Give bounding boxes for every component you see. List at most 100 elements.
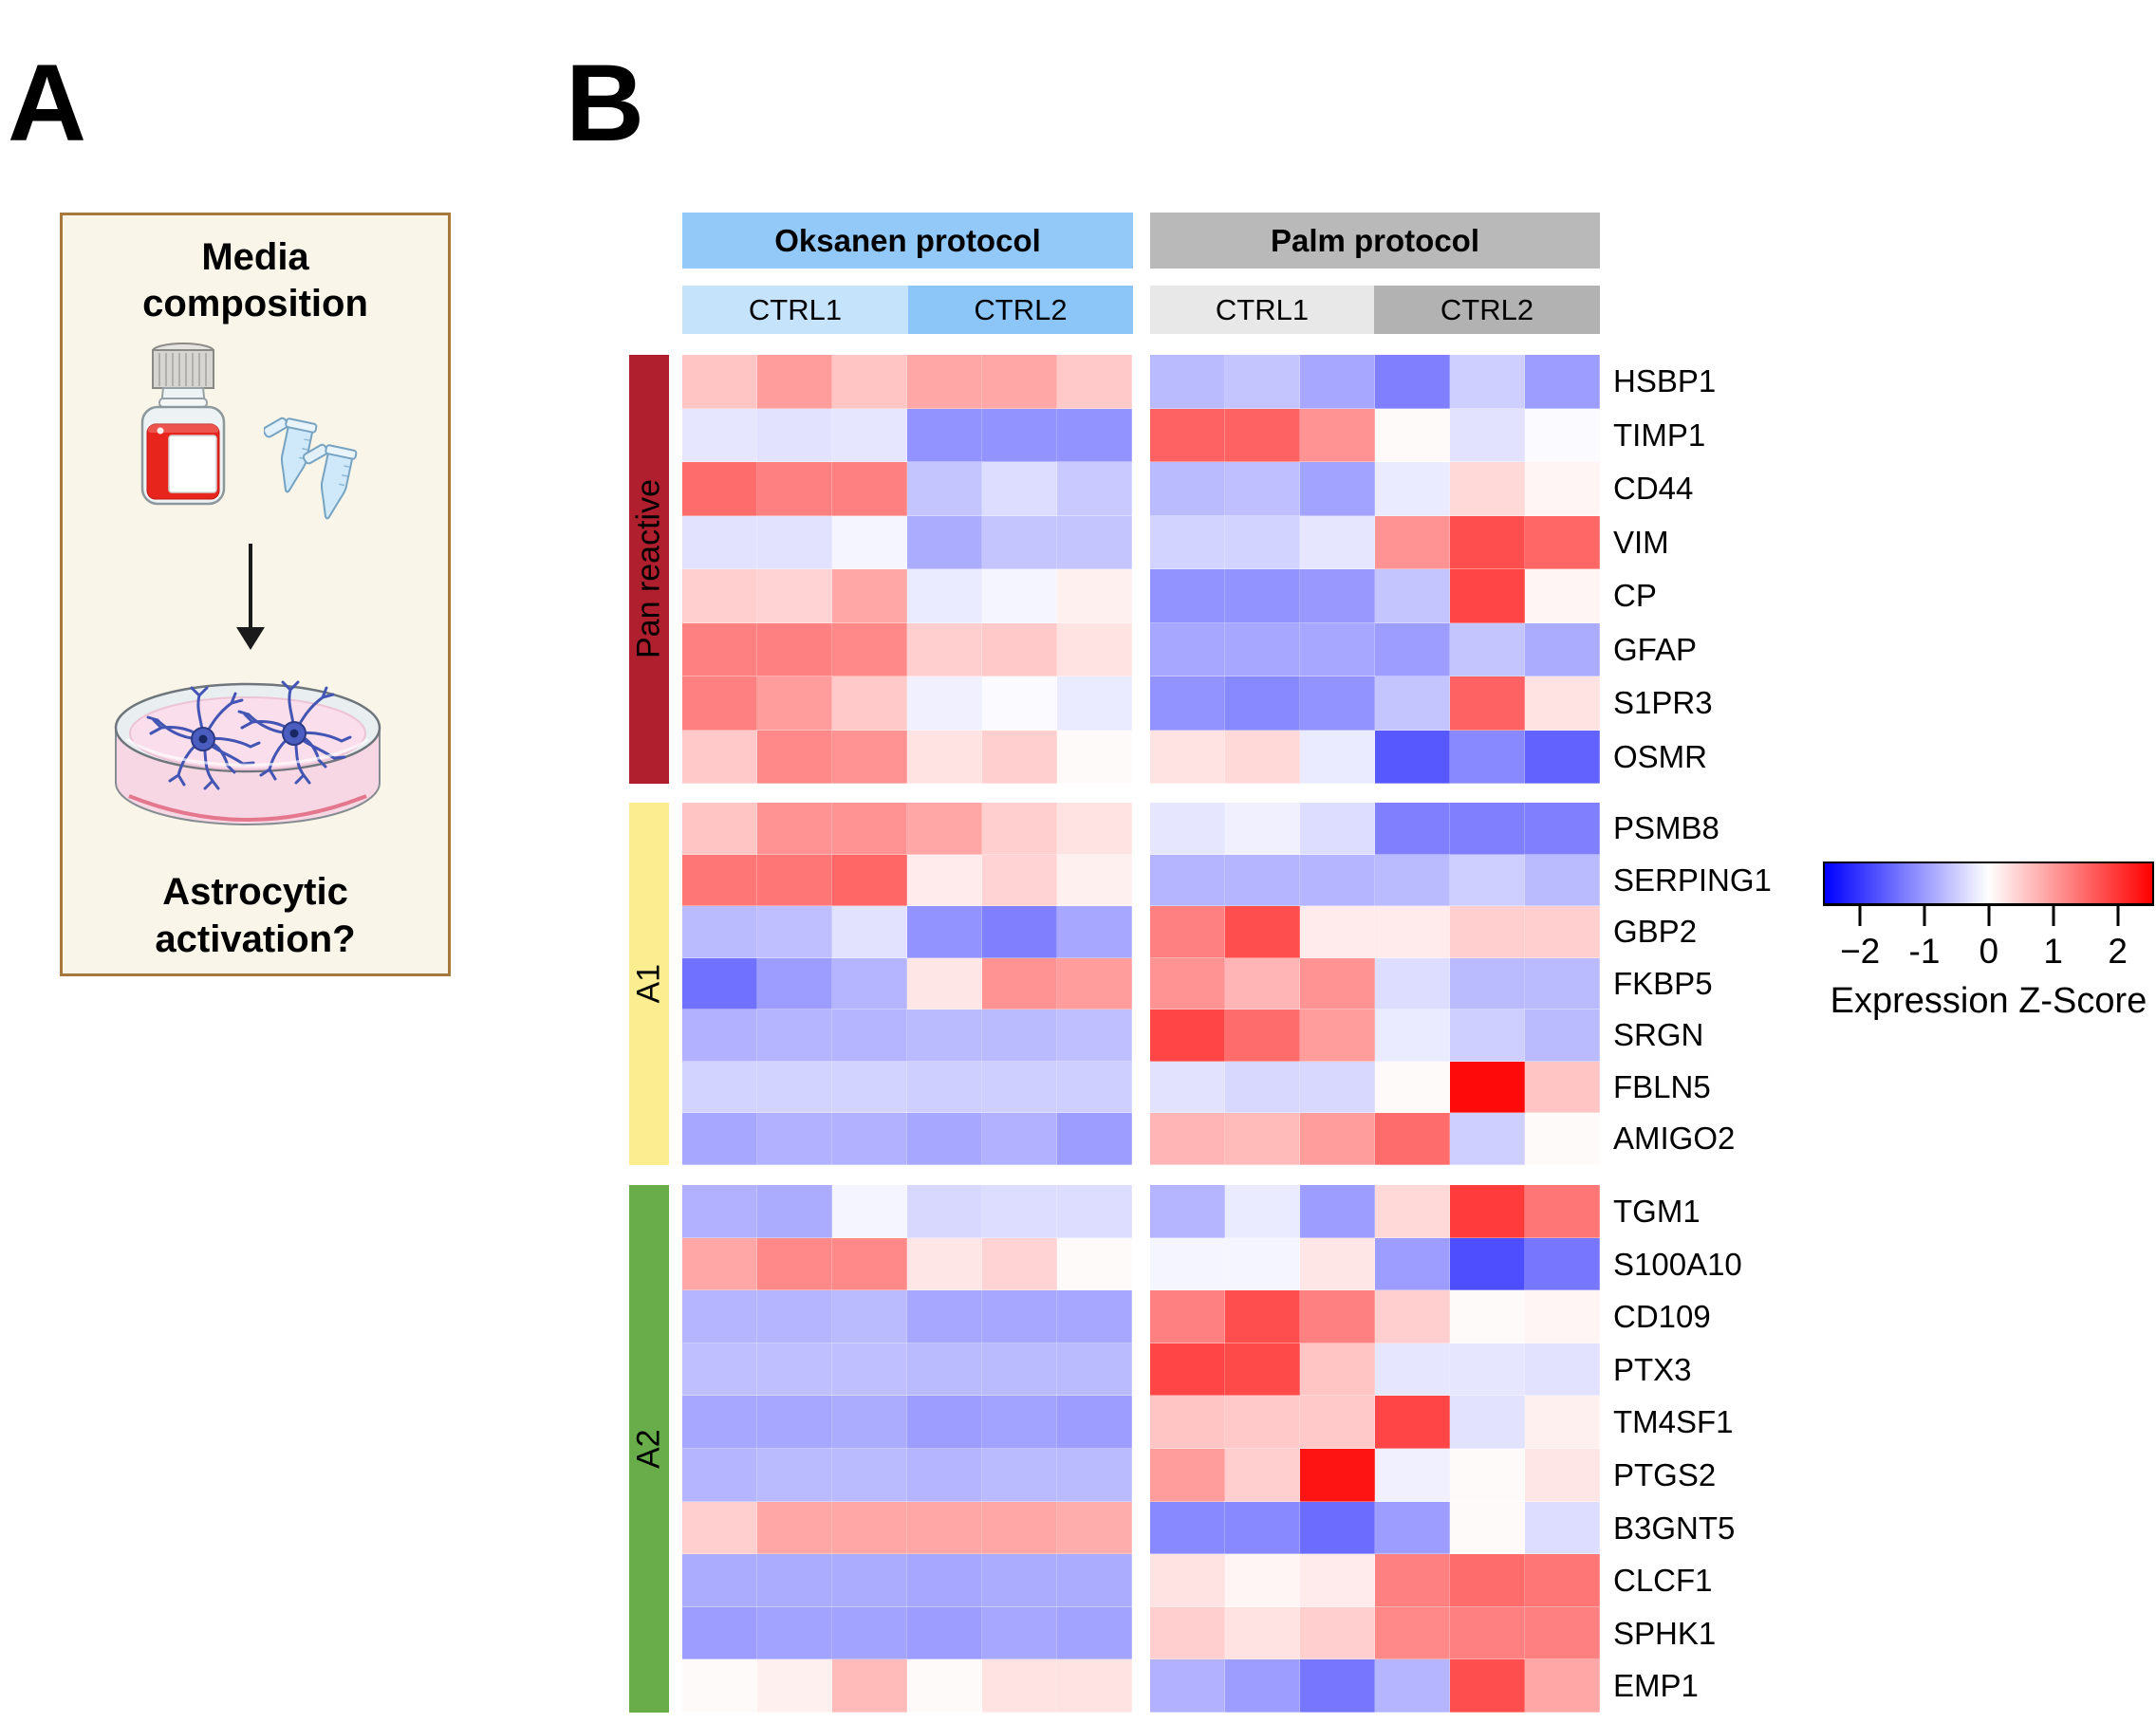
heatmap-cell [1225,957,1300,1010]
heatmap-cell [757,803,832,855]
heatmap-cell [682,1606,757,1660]
panel-a-label: A [8,43,87,164]
gene-label: OSMR [1613,738,1707,774]
heatmap-cell [1375,676,1450,731]
heatmap-cell [982,730,1057,784]
heatmap-cell [1300,1185,1375,1238]
heatmap-cell [1150,1449,1225,1502]
heatmap-cell [1150,1343,1225,1397]
gene-label: SRGN [1613,1017,1704,1052]
heatmap-cell [832,1010,907,1062]
heatmap-cell [682,408,757,462]
heatmap-cell [1057,1396,1132,1449]
heatmap-cell [1225,906,1300,958]
gene-label: SPHK1 [1613,1615,1717,1651]
heatmap-cell [1057,1185,1132,1238]
heatmap-cell [1375,803,1450,855]
heatmap-cell [1057,569,1132,623]
heatmap-cell [682,906,757,958]
heatmap-cell [907,515,982,569]
palm-protocol-label: Palm protocol [1270,222,1480,258]
gene-label: PTX3 [1613,1351,1692,1387]
gene-label: S100A10 [1613,1246,1742,1282]
oksanen-ctrl1-header: CTRL1 [682,286,908,334]
heatmap-cell [832,1237,907,1291]
heatmap-cell [1300,1343,1375,1397]
heatmap-cell [682,622,757,676]
heatmap-cell [1450,1061,1525,1113]
heatmap-cell [1300,1659,1375,1713]
heatmap-cell [682,854,757,906]
gene-label: HSBP1 [1613,363,1717,398]
heatmap-cell [982,1554,1057,1607]
heatmap-cell [1057,622,1132,676]
heatmap-cell [682,1237,757,1291]
heatmap-cell [1525,676,1600,731]
heatmap-group-a1: A1 PSMB8 SERPING1 GBP2 FKBP5 SRGN FBLN5 AMIGO2 [629,803,2156,1165]
heatmap-cell [1450,1396,1525,1449]
heatmap-cell [832,1343,907,1397]
group-bar-a1: A1 [629,803,669,1165]
heatmap-cell [1525,730,1600,784]
heatmap-cell [907,676,982,731]
heatmap-cell [1150,906,1225,958]
heatmap-cell [1525,1606,1600,1660]
heatmap-cell [1525,1449,1600,1502]
heatmap-cell [1525,1061,1600,1113]
heatmap-cell [1525,355,1600,409]
heatmap-cell [1150,1606,1225,1660]
heatmap-cell [1057,854,1132,906]
heatmap-cell [1375,462,1450,516]
heatmap-cell [832,569,907,623]
heatmap-cell [1450,906,1525,958]
heatmap-cell [757,1659,832,1713]
colorbar-legend: Expression Z-Score −2 -1 0 1 2 [1823,862,2154,1051]
heatmap-cell [832,1290,907,1343]
gene-label: VIM [1613,524,1669,560]
heatmap-cell [907,1449,982,1502]
heatmap-cell [1150,1659,1225,1713]
heatmap-cell [1225,1113,1300,1165]
palm-ctrl2-label: CTRL2 [1440,292,1534,326]
heatmap-cell [1225,462,1300,516]
heatmap-cell [1450,355,1525,409]
group-bar-a2: A2 [629,1185,669,1713]
heatmap-cell [1375,1659,1450,1713]
legend-tick-label: 2 [2108,932,2128,971]
gene-label: AMIGO2 [1613,1121,1736,1156]
heatmap-cell [907,1343,982,1397]
heatmap-cell [1225,569,1300,623]
heatmap-cell [1525,803,1600,855]
heatmap-cell [982,1606,1057,1660]
heatmap-cell [1375,515,1450,569]
legend-tick-label: -1 [1908,932,1941,971]
heatmap-cell [682,1343,757,1397]
group-label: Pan reactive [630,479,667,659]
heatmap-cell [1225,1396,1300,1449]
heatmap-cell [682,1113,757,1165]
heatmap-cell [1450,730,1525,784]
heatmap-cell [982,1061,1057,1113]
heatmap-cell [907,1010,982,1062]
heatmap-cell [1450,1237,1525,1291]
heatmap-cell [1300,1449,1375,1502]
heatmap-cell [1525,515,1600,569]
heatmap-cell [1525,1237,1600,1291]
heatmap-cell [757,676,832,731]
heatmap-cell [982,1659,1057,1713]
gene-label: PTGS2 [1613,1457,1717,1492]
heatmap-cell [907,854,982,906]
heatmap-cell [907,730,982,784]
heatmap-cell [1150,1290,1225,1343]
heatmap-cell [1525,569,1600,623]
heatmap-cell [832,462,907,516]
heatmap-cell [832,854,907,906]
heatmap-cell [1525,1343,1600,1397]
heatmap-cell [982,957,1057,1010]
heatmap-cell [1300,1237,1375,1291]
legend-tick-label: −2 [1839,932,1881,971]
heatmap-cell [1450,569,1525,623]
heatmap-cell [757,408,832,462]
heatmap-cell [1150,515,1225,569]
